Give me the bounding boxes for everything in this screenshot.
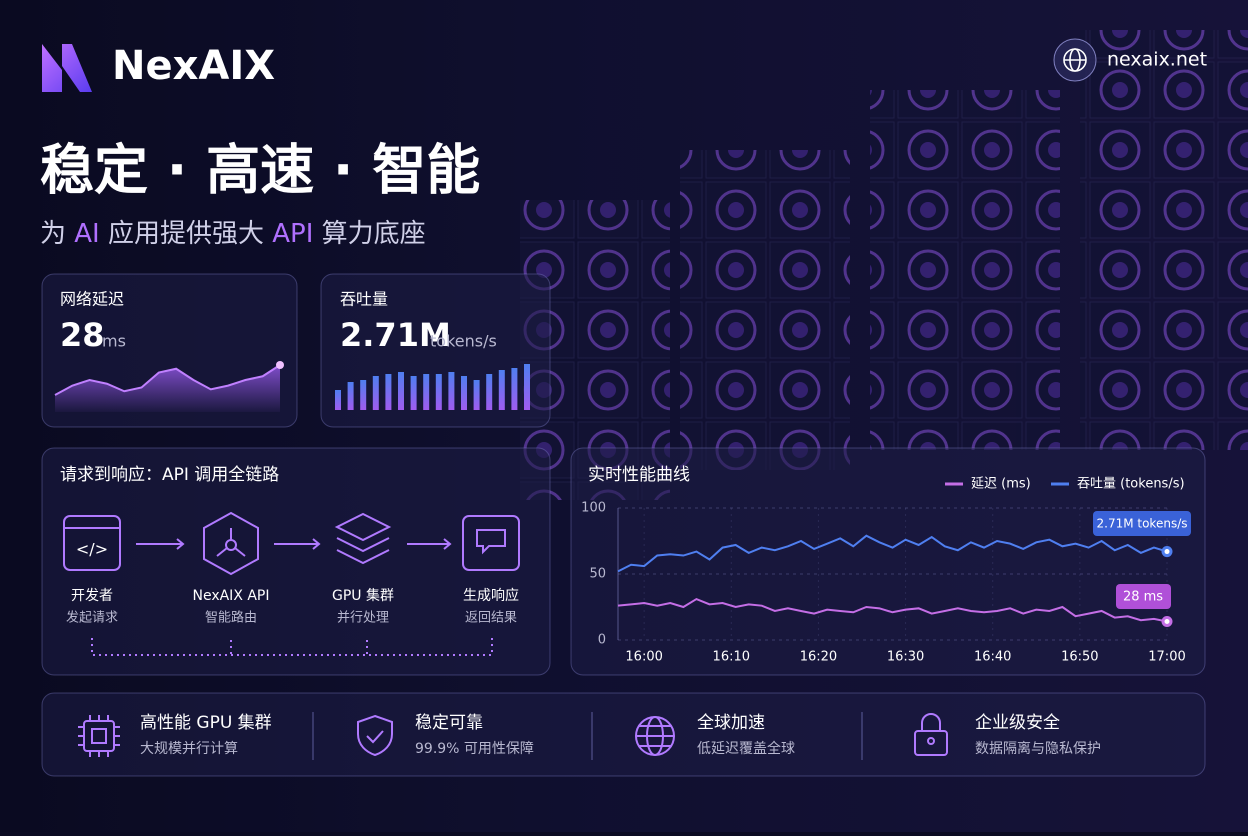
annotation-box [1093,511,1191,536]
metric-label: 网络延迟 [60,290,124,309]
subtitle-highlight: API [272,219,313,249]
annotation-box [1116,584,1171,609]
metric-label: 吞吐量 [340,290,388,309]
bar [498,370,505,410]
x-tick-label: 16:30 [887,650,924,665]
sparkline [54,364,281,396]
series-end [1161,616,1173,628]
step-title: NexAIX API [192,588,269,604]
subtitle-part: 算力底座 [313,219,425,249]
y-tick-label: 50 [589,567,606,582]
step-sub: 发起请求 [66,610,118,626]
metric-unit: tokens/s [430,332,497,351]
feature-sub: 大规模并行计算 [140,741,238,757]
server-racks [520,30,1248,500]
bar [448,372,455,410]
sparkline-end [276,361,284,369]
bar [511,368,518,410]
bar [435,374,442,410]
bar [423,374,430,410]
globe-icon [1063,48,1087,72]
bar [347,382,354,410]
x-tick-label: 16:50 [1061,650,1098,665]
metric-value: 2.71M [340,316,451,354]
bar [372,376,379,410]
subtitle-highlight: AI [74,219,99,249]
bar [524,364,530,410]
subtitle: 为 AI 应用提供强大 API 算力底座 [40,219,426,249]
logo-text: NexAIX [112,43,275,89]
x-tick-label: 16:10 [713,650,750,665]
feature-sub: 数据隔离与隐私保护 [975,740,1101,757]
step-title: GPU 集群 [332,587,394,604]
step-title: 生成响应 [463,587,519,604]
metric-unit: ms [102,332,126,351]
feature-title: 企业级安全 [975,713,1060,733]
x-tick-label: 16:20 [800,650,837,665]
feature-title: 稳定可靠 [415,713,483,733]
feature-bar [41,692,1206,777]
x-tick-label: 16:40 [974,650,1011,665]
bar [486,374,493,410]
svg-text:</>: </> [76,540,108,559]
legend-label: 吞吐量 (tokens/s) [1077,477,1185,492]
annotation: 2.71M tokens/s [1097,517,1188,531]
chart-panel [570,447,1206,676]
site-url[interactable]: nexaix.net [1107,49,1207,71]
subtitle-part: 应用提供强大 [100,219,273,249]
logo-icon [42,44,92,92]
feature-sub: 低延迟覆盖全球 [697,740,795,757]
feature-title: 高性能 GPU 集群 [140,713,272,733]
bar [398,372,404,410]
series-line [617,534,1168,573]
chart-title: 实时性能曲线 [588,465,690,485]
step-title: 开发者 [71,588,113,604]
bar [461,376,467,410]
y-tick-label: 100 [581,501,606,516]
step-sub: 并行处理 [337,611,389,626]
x-tick-label: 16:00 [625,650,662,665]
headline: 稳定 · 高速 · 智能 [40,139,480,202]
metric-value: 28 [60,316,105,354]
bar [473,380,480,410]
flow-panel [41,447,551,676]
annotation: 28 ms [1123,590,1163,605]
feature-icons [78,712,948,760]
bar [360,380,367,410]
flow-icons: </> [63,511,520,656]
feature-title: 全球加速 [697,713,765,733]
series-end [1161,546,1173,558]
series-line [617,597,1168,623]
x-tick-label: 17:00 [1148,650,1185,665]
legend-label: 延迟 (ms) [971,477,1031,492]
bar [385,374,392,410]
step-sub: 智能路由 [205,610,257,626]
y-tick-label: 0 [598,633,606,648]
feature-sub: 99.9% 可用性保障 [415,741,534,757]
flow-title: 请求到响应：API 调用全链路 [60,465,279,485]
step-sub: 返回结果 [465,611,517,626]
sparkline-area [55,365,280,412]
bar [335,390,341,410]
bar [410,376,417,410]
subtitle-part: 为 [40,219,74,249]
